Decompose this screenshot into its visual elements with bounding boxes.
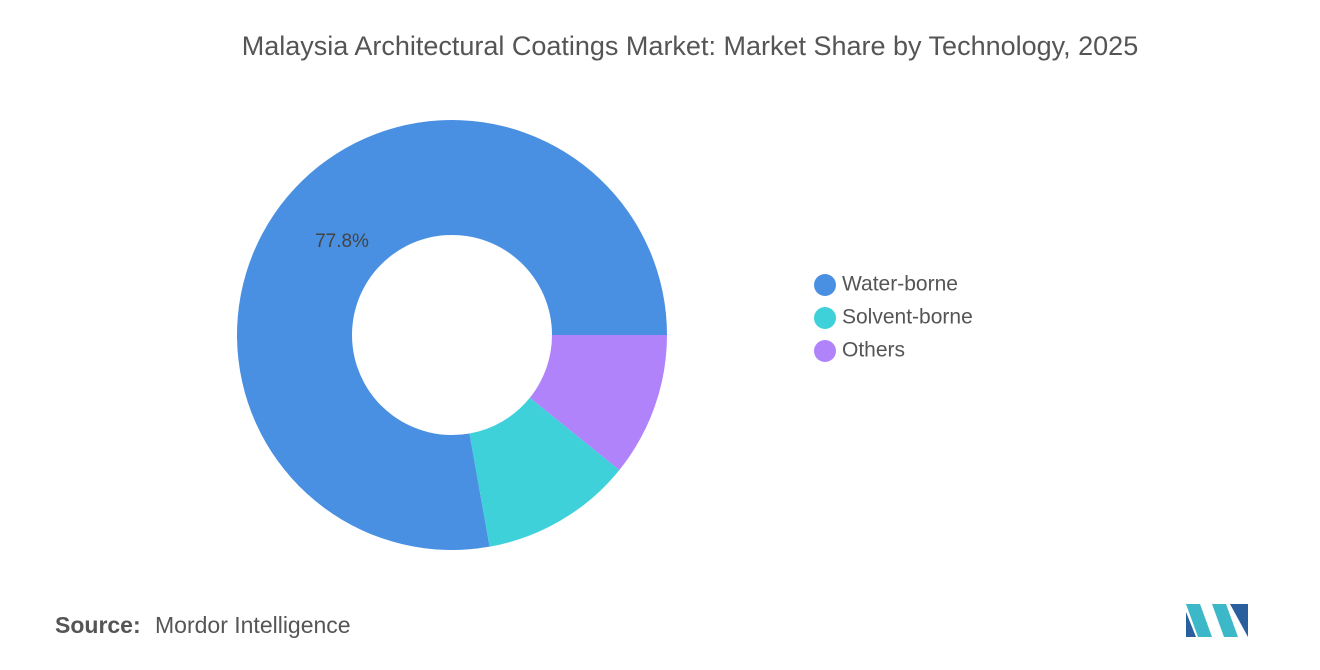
legend-marker <box>814 274 836 296</box>
legend-marker <box>814 307 836 329</box>
legend-label: Solvent-borne <box>842 306 973 329</box>
legend-label: Water-borne <box>842 273 958 296</box>
data-label: 77.8% <box>315 231 369 252</box>
chart-title: Malaysia Architectural Coatings Market: … <box>242 31 1138 61</box>
source-label: Source: <box>55 612 141 638</box>
pie-slice <box>529 335 667 470</box>
source-text: Mordor Intelligence <box>155 612 351 638</box>
logo <box>1186 604 1248 637</box>
legend-label: Others <box>842 339 905 362</box>
pie-slice <box>237 119 668 550</box>
pie-slice <box>469 397 620 547</box>
legend-marker <box>814 340 836 362</box>
